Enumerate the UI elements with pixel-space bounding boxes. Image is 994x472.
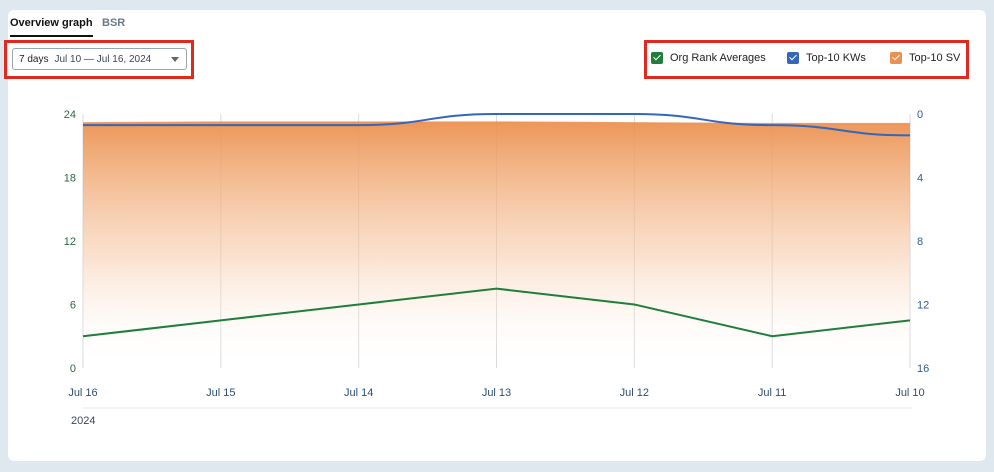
x-axis-tick-label: Jul 11 — [758, 387, 787, 399]
tab-bsr[interactable]: BSR — [102, 17, 126, 29]
series-line-org-rank-averages — [82, 287, 911, 338]
right-axis-tick-label: 0 — [917, 109, 923, 121]
date-range-period: 7 days — [19, 53, 49, 65]
x-axis-tick-label: Jul 14 — [344, 387, 373, 399]
x-axis-tick-label: Jul 10 — [895, 387, 924, 399]
legend-toggle-org-rank-averages[interactable]: Org Rank Averages — [651, 52, 766, 64]
left-axis-tick-label: 6 — [70, 300, 76, 312]
right-axis-tick-label: 4 — [917, 173, 923, 185]
chevron-down-icon — [171, 57, 179, 62]
x-axis-tick-label: Jul 16 — [68, 387, 97, 399]
series-line-top-10-kws — [83, 112, 911, 137]
x-axis-tick-label: Jul 12 — [620, 387, 649, 399]
series-area-top-10-sv — [83, 121, 910, 368]
legend-toggle-top-10-kws[interactable]: Top-10 KWs — [787, 52, 866, 64]
right-axis-tick-label: 16 — [917, 363, 929, 375]
left-axis-tick-label: 18 — [64, 173, 76, 185]
legend-toggle-top-10-sv[interactable]: Top-10 SV — [890, 52, 960, 64]
date-range-dates: Jul 10 — Jul 16, 2024 — [54, 53, 152, 65]
highlight-date-filter — [4, 40, 194, 79]
checkbox-checked-icon — [787, 52, 799, 64]
tab-overview-graph[interactable]: Overview graph — [10, 17, 93, 37]
legend-label: Top-10 KWs — [806, 52, 866, 64]
x-axis-tick-label: Jul 13 — [482, 387, 511, 399]
date-range-select[interactable]: 7 days Jul 10 — Jul 16, 2024 — [12, 48, 187, 70]
series-line-top-10-sv — [82, 121, 910, 125]
checkbox-checked-icon — [651, 52, 663, 64]
left-axis-tick-label: 24 — [64, 109, 76, 121]
checkbox-checked-icon — [890, 52, 902, 64]
right-axis-tick-label: 12 — [917, 300, 929, 312]
highlight-legend — [644, 40, 969, 79]
legend-label: Top-10 SV — [909, 52, 961, 64]
x-axis-tick-label: Jul 15 — [206, 387, 235, 399]
left-axis-tick-label: 0 — [70, 363, 76, 375]
x-axis-year-label: 2024 — [71, 415, 95, 427]
legend-label: Org Rank Averages — [670, 52, 766, 64]
right-axis-tick-label: 8 — [917, 236, 923, 248]
left-axis-tick-label: 12 — [64, 236, 76, 248]
